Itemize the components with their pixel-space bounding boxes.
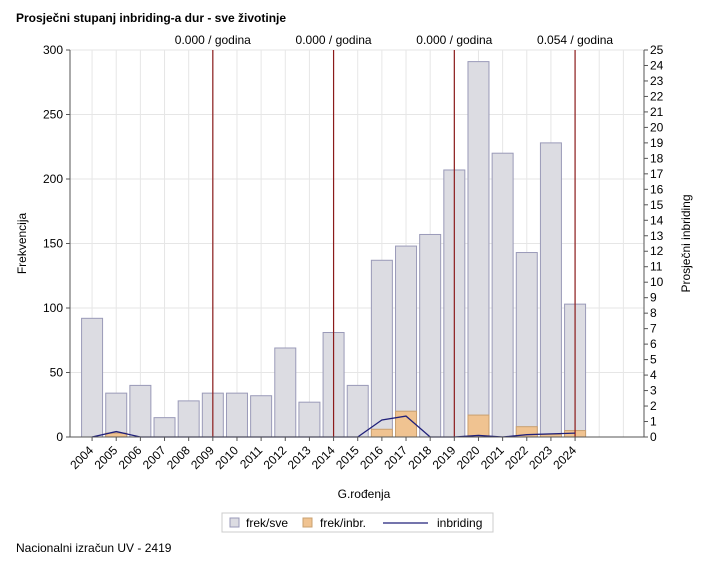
bar-frek-sve-2022 <box>515 252 538 438</box>
x-tick-label-2006: 2006 <box>116 443 145 472</box>
bar-frek-sve-2021 <box>491 152 514 438</box>
y2-tick-label: 6 <box>650 337 657 351</box>
y-tick-label: 300 <box>43 43 63 57</box>
legend-label-inbriding: inbriding <box>437 516 482 530</box>
legend-label-frek-sve: frek/sve <box>246 516 288 530</box>
y2-tick-label: 20 <box>650 120 664 134</box>
x-tick-label-2019: 2019 <box>430 443 459 472</box>
x-tick-label-2016: 2016 <box>357 443 386 472</box>
bar-frek-sve-2008 <box>177 400 200 438</box>
bar-frek-sve-2017 <box>395 245 418 438</box>
y2-tick-label: 7 <box>650 322 657 336</box>
y-tick-label: 50 <box>50 366 64 380</box>
y2-tick-label: 22 <box>650 89 664 103</box>
x-tick-label-2021: 2021 <box>478 443 507 472</box>
bar-frek-sve-2010 <box>225 392 248 438</box>
bar-frek-sve-2007 <box>153 417 176 438</box>
y-tick-label: 250 <box>43 108 63 122</box>
y2-tick-label: 11 <box>650 260 663 274</box>
x-tick-label-2008: 2008 <box>164 443 193 472</box>
y2-tick-label: 18 <box>650 151 664 165</box>
x-tick-label-2020: 2020 <box>454 443 483 472</box>
x-tick-label-2024: 2024 <box>550 443 579 472</box>
bar-frek-sve-2020 <box>467 61 490 438</box>
x-tick-label-2010: 2010 <box>212 443 241 472</box>
bar-frek-sve-2011 <box>250 395 273 438</box>
footer-note: Nacionalni izračun UV - 2419 <box>16 541 172 555</box>
x-tick-label-2011: 2011 <box>237 443 265 471</box>
y2-tick-label: 1 <box>650 415 657 429</box>
x-tick-label-2007: 2007 <box>140 443 169 472</box>
legend-swatch-frek-sve <box>229 517 240 528</box>
y-tick-label: 150 <box>43 237 63 251</box>
bar-frek-sve-2018 <box>419 233 442 438</box>
reference-label-2019: 0.000 / godina <box>416 33 492 47</box>
reference-label-2009: 0.000 / godina <box>175 33 251 47</box>
y2-tick-label: 21 <box>650 105 664 119</box>
y2-tick-label: 13 <box>650 229 664 243</box>
x-tick-label-2022: 2022 <box>502 443 531 472</box>
bar-frek-sve-2005 <box>105 392 128 438</box>
bar-frek-sve-2006 <box>129 384 152 438</box>
legend-swatch-frek-inbr <box>302 517 313 528</box>
reference-label-2014: 0.000 / godina <box>296 33 372 47</box>
bar-frek-sve-2023 <box>539 142 562 438</box>
y-axis-title: Frekvencija <box>15 213 29 275</box>
bar-frek-sve-2016 <box>370 259 393 438</box>
y2-tick-label: 12 <box>650 244 664 258</box>
x-tick-label-2017: 2017 <box>381 443 410 472</box>
bar-frek-inbr-2017 <box>395 410 418 438</box>
y2-tick-label: 17 <box>650 167 664 181</box>
bar-frek-sve-2013 <box>298 401 321 438</box>
y-tick-label: 100 <box>43 301 63 315</box>
y2-tick-label: 25 <box>650 43 664 57</box>
y2-tick-label: 5 <box>650 353 657 367</box>
y2-tick-label: 16 <box>650 182 664 196</box>
reference-label-2024: 0.054 / godina <box>537 33 613 47</box>
y2-tick-label: 3 <box>650 384 657 398</box>
y-tick-label: 0 <box>56 430 63 444</box>
y2-tick-label: 2 <box>650 399 657 413</box>
x-tick-label-2004: 2004 <box>67 443 96 472</box>
y2-tick-label: 8 <box>650 306 657 320</box>
x-tick-label-2009: 2009 <box>188 443 217 472</box>
bar-frek-inbr-2016 <box>370 428 393 438</box>
chart-title: Prosječni stupanj inbriding-a dur - sve … <box>16 11 287 25</box>
x-axis-title: G.rođenja <box>338 487 391 501</box>
x-tick-label-2005: 2005 <box>92 443 121 472</box>
bar-frek-sve-2012 <box>274 347 297 438</box>
x-tick-label-2015: 2015 <box>333 443 362 472</box>
y-tick-label: 200 <box>43 172 63 186</box>
y2-tick-label: 10 <box>650 275 664 289</box>
y2-tick-label: 14 <box>650 213 664 227</box>
bar-frek-sve-2004 <box>81 317 104 438</box>
y2-tick-label: 15 <box>650 198 664 212</box>
x-tick-label-2014: 2014 <box>309 443 338 472</box>
x-tick-label-2023: 2023 <box>526 443 555 472</box>
x-tick-label-2012: 2012 <box>261 443 290 472</box>
bar-frek-inbr-2020 <box>467 414 490 438</box>
legend-label-frek-inbr: frek/inbr. <box>320 516 366 530</box>
legend-box <box>221 512 494 533</box>
y2-tick-label: 9 <box>650 291 657 305</box>
y2-tick-label: 23 <box>650 74 664 88</box>
y2-tick-label: 0 <box>650 430 657 444</box>
y2-tick-label: 19 <box>650 136 664 150</box>
bar-frek-sve-2015 <box>346 384 369 438</box>
y2-tick-label: 24 <box>650 58 664 72</box>
x-tick-label-2013: 2013 <box>285 443 314 472</box>
y2-tick-label: 4 <box>650 368 657 382</box>
y2-axis-title: Prosječni inbriding <box>679 194 693 292</box>
x-tick-label-2018: 2018 <box>406 443 435 472</box>
